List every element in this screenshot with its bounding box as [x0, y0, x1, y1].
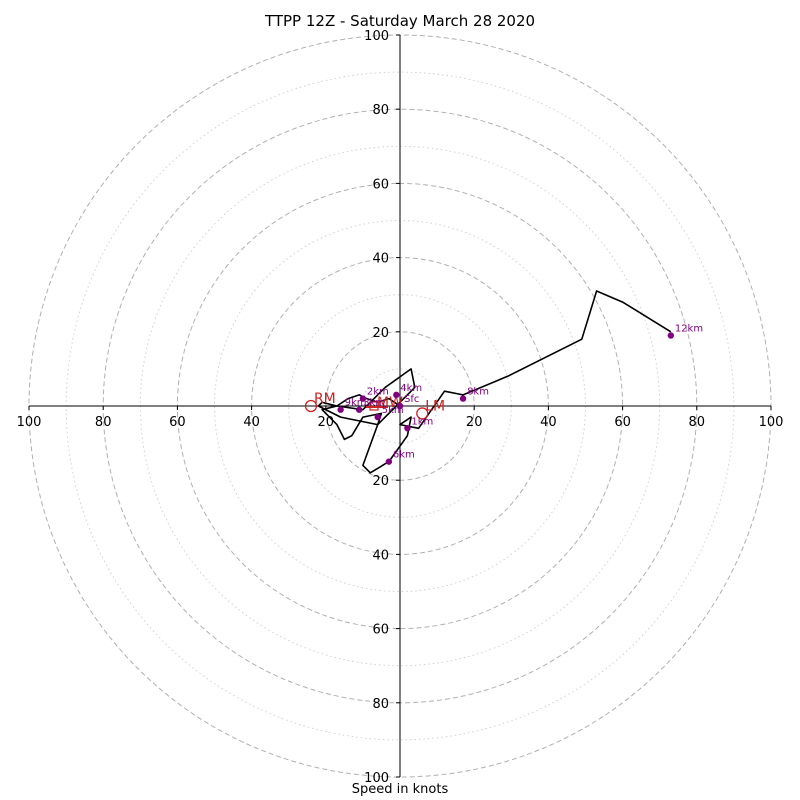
chart-title: TTPP 12Z - Saturday March 28 2020	[264, 12, 536, 30]
x-tick-label: 100	[17, 415, 42, 430]
y-tick-label: 60	[372, 177, 389, 192]
height-label-8km: 8km	[467, 387, 489, 398]
height-marker-6km	[385, 458, 393, 465]
y-tick-label: 80	[372, 103, 389, 118]
y-tick-label: 20	[372, 326, 389, 341]
height-label-sfc: Sfc	[404, 394, 419, 405]
height-marker-3km	[355, 406, 363, 413]
height-marker-1km	[404, 425, 411, 432]
mean-wind-label: MW	[377, 395, 403, 411]
wind-trace	[317, 290, 672, 474]
height-marker-5km	[374, 413, 381, 421]
x-tick-label: 80	[95, 415, 112, 430]
height-label-6km: 6km	[393, 450, 415, 461]
y-tick-label: 40	[372, 548, 389, 563]
y-tick-label: 80	[372, 697, 389, 712]
height-marker-sfc	[396, 402, 404, 410]
y-tick-label: 20	[372, 474, 389, 489]
y-tick-label: 100	[364, 771, 389, 786]
x-tick-label: 20	[466, 415, 483, 430]
x-tick-label: 80	[689, 415, 706, 430]
height-marker-8km	[459, 395, 467, 402]
y-tick-label: 60	[372, 623, 389, 638]
x-tick-label: 60	[169, 415, 186, 430]
x-axis-label: Speed in knots	[351, 782, 449, 797]
height-label-9km: 9km	[345, 398, 367, 409]
storm-motion-markers: RM LM MW	[304, 391, 445, 420]
height-label-5km: 5km	[382, 405, 404, 416]
height-label-4km: 4km	[400, 383, 422, 394]
hodograph-trace-line	[317, 290, 672, 474]
x-tick-label: 100	[759, 415, 784, 430]
height-label-2km: 2km	[367, 387, 389, 398]
storm-motion-lm-marker	[416, 407, 429, 420]
height-label-3km: 3km	[363, 398, 385, 409]
height-label-12km: 12km	[675, 324, 703, 335]
height-marker-2km	[359, 395, 367, 402]
storm-motion-lm-label: LM	[425, 398, 445, 414]
height-marker-9km	[337, 406, 344, 413]
x-tick-label: 60	[614, 415, 631, 430]
height-marker-4km	[393, 391, 400, 399]
height-marker-12km	[667, 332, 675, 339]
height-label-1km: 1km	[411, 416, 433, 427]
storm-motion-rm-marker	[304, 399, 318, 413]
storm-motion-rm-label: RM	[314, 391, 336, 407]
x-tick-label: 40	[243, 415, 260, 430]
tick-labels: 100 80 60 40 20 20 40 60 80 100 100 80 60 40 20 20 40 60 8…	[17, 29, 784, 786]
y-tick-label: 100	[364, 29, 389, 44]
x-tick-label: 40	[540, 415, 557, 430]
x-tick-label: 20	[318, 415, 335, 430]
y-tick-label: 40	[372, 252, 389, 267]
